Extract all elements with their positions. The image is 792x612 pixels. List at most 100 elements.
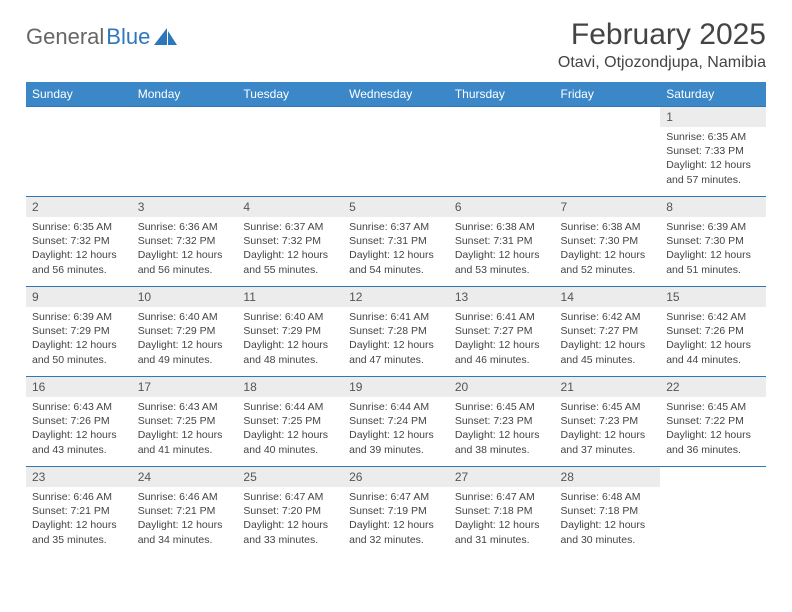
calendar-cell: 2Sunrise: 6:35 AMSunset: 7:32 PMDaylight…: [26, 197, 132, 287]
calendar-cell: 27Sunrise: 6:47 AMSunset: 7:18 PMDayligh…: [449, 467, 555, 557]
day-details: Sunrise: 6:42 AMSunset: 7:27 PMDaylight:…: [555, 307, 661, 371]
weekday-header: Monday: [132, 82, 238, 107]
calendar-row: 1Sunrise: 6:35 AMSunset: 7:33 PMDaylight…: [26, 107, 766, 197]
calendar-cell: 12Sunrise: 6:41 AMSunset: 7:28 PMDayligh…: [343, 287, 449, 377]
calendar-cell: 8Sunrise: 6:39 AMSunset: 7:30 PMDaylight…: [660, 197, 766, 287]
logo-text-1: General: [26, 24, 104, 50]
calendar-cell: 24Sunrise: 6:46 AMSunset: 7:21 PMDayligh…: [132, 467, 238, 557]
day-number: 9: [26, 287, 132, 307]
day-details: Sunrise: 6:45 AMSunset: 7:22 PMDaylight:…: [660, 397, 766, 461]
calendar-cell: 18Sunrise: 6:44 AMSunset: 7:25 PMDayligh…: [237, 377, 343, 467]
weekday-header: Friday: [555, 82, 661, 107]
day-details: Sunrise: 6:44 AMSunset: 7:25 PMDaylight:…: [237, 397, 343, 461]
calendar-cell: 19Sunrise: 6:44 AMSunset: 7:24 PMDayligh…: [343, 377, 449, 467]
day-number: 27: [449, 467, 555, 487]
weekday-header: Thursday: [449, 82, 555, 107]
calendar-cell: 17Sunrise: 6:43 AMSunset: 7:25 PMDayligh…: [132, 377, 238, 467]
day-details: Sunrise: 6:42 AMSunset: 7:26 PMDaylight:…: [660, 307, 766, 371]
day-details: Sunrise: 6:37 AMSunset: 7:31 PMDaylight:…: [343, 217, 449, 281]
calendar-cell: 3Sunrise: 6:36 AMSunset: 7:32 PMDaylight…: [132, 197, 238, 287]
day-number: 25: [237, 467, 343, 487]
calendar-cell: 4Sunrise: 6:37 AMSunset: 7:32 PMDaylight…: [237, 197, 343, 287]
day-details: Sunrise: 6:45 AMSunset: 7:23 PMDaylight:…: [449, 397, 555, 461]
day-details: Sunrise: 6:47 AMSunset: 7:19 PMDaylight:…: [343, 487, 449, 551]
day-details: Sunrise: 6:48 AMSunset: 7:18 PMDaylight:…: [555, 487, 661, 551]
calendar-cell: 9Sunrise: 6:39 AMSunset: 7:29 PMDaylight…: [26, 287, 132, 377]
day-number: 20: [449, 377, 555, 397]
day-number: 23: [26, 467, 132, 487]
day-details: Sunrise: 6:46 AMSunset: 7:21 PMDaylight:…: [26, 487, 132, 551]
calendar-cell: 14Sunrise: 6:42 AMSunset: 7:27 PMDayligh…: [555, 287, 661, 377]
day-details: Sunrise: 6:37 AMSunset: 7:32 PMDaylight:…: [237, 217, 343, 281]
day-details: Sunrise: 6:38 AMSunset: 7:31 PMDaylight:…: [449, 217, 555, 281]
day-number: 19: [343, 377, 449, 397]
day-details: Sunrise: 6:35 AMSunset: 7:33 PMDaylight:…: [660, 127, 766, 191]
calendar-cell: 13Sunrise: 6:41 AMSunset: 7:27 PMDayligh…: [449, 287, 555, 377]
calendar-cell: 23Sunrise: 6:46 AMSunset: 7:21 PMDayligh…: [26, 467, 132, 557]
weekday-header: Tuesday: [237, 82, 343, 107]
calendar-cell: 10Sunrise: 6:40 AMSunset: 7:29 PMDayligh…: [132, 287, 238, 377]
day-number: 18: [237, 377, 343, 397]
day-details: Sunrise: 6:47 AMSunset: 7:20 PMDaylight:…: [237, 487, 343, 551]
calendar-cell: 22Sunrise: 6:45 AMSunset: 7:22 PMDayligh…: [660, 377, 766, 467]
day-details: Sunrise: 6:39 AMSunset: 7:29 PMDaylight:…: [26, 307, 132, 371]
day-details: Sunrise: 6:40 AMSunset: 7:29 PMDaylight:…: [237, 307, 343, 371]
title-block: February 2025 Otavi, Otjozondjupa, Namib…: [558, 18, 766, 72]
header: GeneralBlue February 2025 Otavi, Otjozon…: [26, 18, 766, 72]
day-number: 6: [449, 197, 555, 217]
day-details: Sunrise: 6:44 AMSunset: 7:24 PMDaylight:…: [343, 397, 449, 461]
calendar-row: 2Sunrise: 6:35 AMSunset: 7:32 PMDaylight…: [26, 197, 766, 287]
day-details: Sunrise: 6:47 AMSunset: 7:18 PMDaylight:…: [449, 487, 555, 551]
calendar-cell: [660, 467, 766, 557]
calendar-page: GeneralBlue February 2025 Otavi, Otjozon…: [0, 0, 792, 557]
calendar-cell: 11Sunrise: 6:40 AMSunset: 7:29 PMDayligh…: [237, 287, 343, 377]
weekday-header: Wednesday: [343, 82, 449, 107]
day-number: 24: [132, 467, 238, 487]
calendar-body: 1Sunrise: 6:35 AMSunset: 7:33 PMDaylight…: [26, 107, 766, 557]
weekday-header: Saturday: [660, 82, 766, 107]
calendar-cell: 1Sunrise: 6:35 AMSunset: 7:33 PMDaylight…: [660, 107, 766, 197]
calendar-cell: [555, 107, 661, 197]
logo-text-2: Blue: [106, 24, 150, 50]
day-details: Sunrise: 6:35 AMSunset: 7:32 PMDaylight:…: [26, 217, 132, 281]
day-number: 13: [449, 287, 555, 307]
day-number: 26: [343, 467, 449, 487]
logo: GeneralBlue: [26, 18, 178, 50]
day-details: Sunrise: 6:43 AMSunset: 7:26 PMDaylight:…: [26, 397, 132, 461]
calendar-cell: [343, 107, 449, 197]
location: Otavi, Otjozondjupa, Namibia: [558, 54, 766, 72]
day-number: 22: [660, 377, 766, 397]
day-details: Sunrise: 6:41 AMSunset: 7:28 PMDaylight:…: [343, 307, 449, 371]
day-number: 14: [555, 287, 661, 307]
calendar-cell: [26, 107, 132, 197]
day-details: Sunrise: 6:39 AMSunset: 7:30 PMDaylight:…: [660, 217, 766, 281]
day-details: Sunrise: 6:45 AMSunset: 7:23 PMDaylight:…: [555, 397, 661, 461]
calendar-cell: 15Sunrise: 6:42 AMSunset: 7:26 PMDayligh…: [660, 287, 766, 377]
calendar-cell: 21Sunrise: 6:45 AMSunset: 7:23 PMDayligh…: [555, 377, 661, 467]
calendar-cell: [449, 107, 555, 197]
day-details: Sunrise: 6:41 AMSunset: 7:27 PMDaylight:…: [449, 307, 555, 371]
weekday-header: Sunday: [26, 82, 132, 107]
logo-sail-icon: [154, 28, 178, 46]
day-number: 4: [237, 197, 343, 217]
calendar-cell: 20Sunrise: 6:45 AMSunset: 7:23 PMDayligh…: [449, 377, 555, 467]
day-details: Sunrise: 6:40 AMSunset: 7:29 PMDaylight:…: [132, 307, 238, 371]
calendar-cell: 16Sunrise: 6:43 AMSunset: 7:26 PMDayligh…: [26, 377, 132, 467]
calendar-row: 23Sunrise: 6:46 AMSunset: 7:21 PMDayligh…: [26, 467, 766, 557]
calendar-cell: 7Sunrise: 6:38 AMSunset: 7:30 PMDaylight…: [555, 197, 661, 287]
calendar-cell: 28Sunrise: 6:48 AMSunset: 7:18 PMDayligh…: [555, 467, 661, 557]
weekday-header-row: Sunday Monday Tuesday Wednesday Thursday…: [26, 82, 766, 107]
day-number: 3: [132, 197, 238, 217]
day-details: Sunrise: 6:38 AMSunset: 7:30 PMDaylight:…: [555, 217, 661, 281]
day-number: 15: [660, 287, 766, 307]
day-number: 21: [555, 377, 661, 397]
calendar-cell: 26Sunrise: 6:47 AMSunset: 7:19 PMDayligh…: [343, 467, 449, 557]
calendar-cell: 6Sunrise: 6:38 AMSunset: 7:31 PMDaylight…: [449, 197, 555, 287]
day-number: 7: [555, 197, 661, 217]
day-number: 12: [343, 287, 449, 307]
day-number: 16: [26, 377, 132, 397]
day-number: 5: [343, 197, 449, 217]
day-number: 8: [660, 197, 766, 217]
day-number: 2: [26, 197, 132, 217]
day-number: 11: [237, 287, 343, 307]
